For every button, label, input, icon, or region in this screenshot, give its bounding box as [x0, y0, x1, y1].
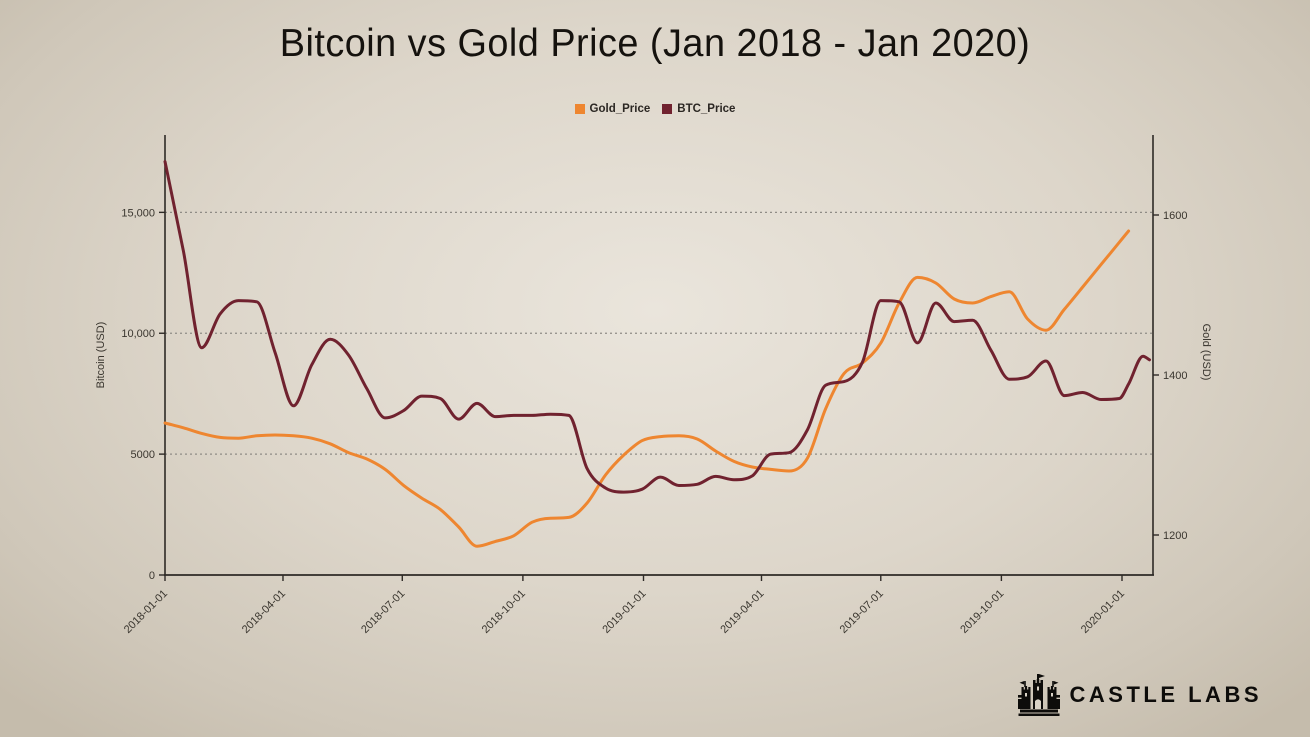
castle-icon — [1017, 674, 1060, 716]
btc-legend-swatch-icon — [662, 104, 673, 114]
svg-text:15,000: 15,000 — [121, 207, 155, 219]
legend-item-btc-price: BTC_Price — [662, 103, 735, 115]
legend-label-gold-price: Gold_Price — [589, 103, 651, 115]
svg-text:2019-01-01: 2019-01-01 — [600, 588, 648, 636]
legend: Gold_Price BTC_Price — [0, 103, 1310, 115]
svg-text:10,000: 10,000 — [121, 328, 155, 340]
legend-label-btc-price: BTC_Price — [677, 103, 736, 115]
svg-text:2018-10-01: 2018-10-01 — [480, 588, 528, 636]
chart-title: Bitcoin vs Gold Price (Jan 2018 - Jan 20… — [279, 22, 1031, 65]
gold-legend-swatch-icon — [574, 104, 585, 114]
castle-labs-text: CASTLE LABS — [1069, 682, 1262, 707]
svg-text:1200: 1200 — [1163, 530, 1187, 542]
svg-text:2019-04-01: 2019-04-01 — [718, 588, 766, 636]
svg-text:2020-01-01: 2020-01-01 — [1079, 588, 1127, 636]
castle-labs-logo: CASTLE LABS — [1017, 673, 1263, 717]
svg-text:1400: 1400 — [1163, 370, 1187, 382]
svg-text:2018-04-01: 2018-04-01 — [240, 588, 288, 636]
svg-text:2019-10-01: 2019-10-01 — [958, 588, 1006, 636]
svg-text:0: 0 — [149, 570, 155, 582]
svg-text:Gold (USD): Gold (USD) — [1200, 324, 1212, 381]
legend-item-gold-price: Gold_Price — [574, 103, 651, 115]
svg-text:2019-07-01: 2019-07-01 — [838, 588, 886, 636]
svg-text:Bitcoin (USD): Bitcoin (USD) — [95, 322, 107, 389]
svg-text:5000: 5000 — [131, 449, 155, 461]
svg-text:1600: 1600 — [1163, 210, 1187, 222]
svg-text:2018-01-01: 2018-01-01 — [122, 588, 170, 636]
svg-text:2018-07-01: 2018-07-01 — [359, 588, 407, 636]
